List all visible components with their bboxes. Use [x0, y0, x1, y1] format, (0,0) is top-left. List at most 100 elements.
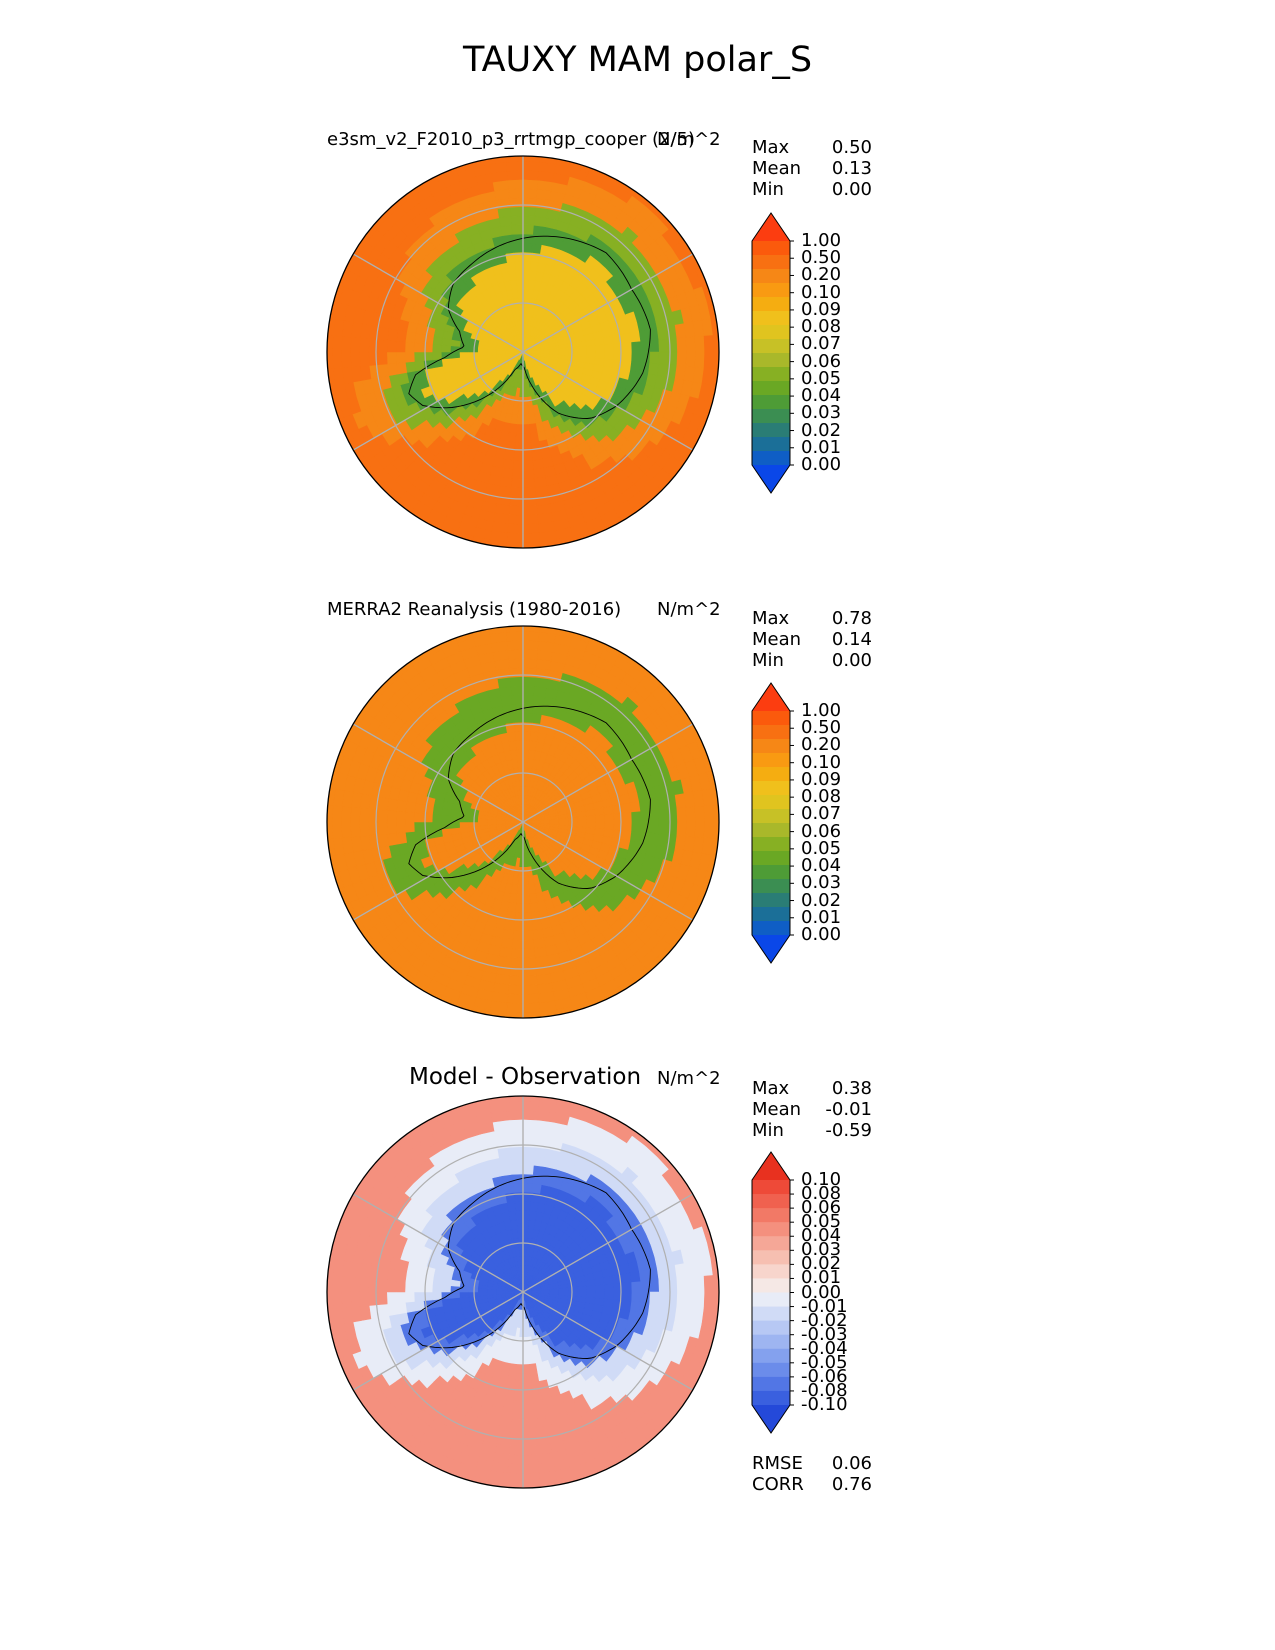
panel-2-colorbar	[751, 682, 794, 964]
field-cell	[327, 316, 336, 336]
field-cell	[331, 1275, 343, 1293]
field-cell	[327, 1274, 334, 1293]
field-cell	[638, 1269, 651, 1283]
colorbar-tick-label: 0.10	[801, 1169, 842, 1190]
panel-2-min-value: 0.00	[831, 650, 872, 671]
colorbar-tick-label: 1.00	[801, 230, 842, 251]
field-cell	[404, 1271, 416, 1283]
colorbar-tick-label: -0.03	[801, 1323, 848, 1345]
colorbar-segment	[752, 739, 790, 754]
colorbar-tick-label: 0.01	[801, 906, 842, 928]
field-cell	[522, 1463, 540, 1475]
field-cell	[377, 1278, 388, 1293]
field-cell	[459, 1291, 470, 1298]
panel-3-rmse-label: RMSE	[752, 1453, 803, 1474]
field-cell	[694, 1291, 706, 1309]
field-cell	[703, 805, 715, 823]
field-cell	[703, 821, 715, 839]
field-cell	[340, 1291, 352, 1309]
field-cell	[487, 1479, 507, 1488]
meridian-line	[352, 1193, 524, 1293]
colorbar-tick-label: -0.10	[801, 1394, 848, 1415]
field-cell	[522, 469, 535, 480]
field-cell	[631, 1291, 642, 1303]
colorbar-segment	[752, 1180, 790, 1195]
colorbar-tick-label: 0.50	[801, 247, 842, 269]
panel-1-min-value: 0.00	[831, 179, 872, 200]
colorbar-tick-label: 0.09	[801, 298, 842, 320]
field-cell	[441, 827, 452, 837]
field-cell	[621, 1272, 632, 1284]
colorbar-extend-min	[752, 935, 790, 963]
field-cell	[522, 1002, 540, 1014]
field-cell	[594, 1277, 605, 1287]
panel-1-min-label: Min	[752, 179, 784, 200]
field-cell	[522, 415, 530, 426]
field-cell	[404, 1301, 416, 1313]
field-cell	[712, 1291, 719, 1310]
field-cell	[450, 1297, 461, 1305]
field-cell	[522, 1454, 539, 1466]
field-cell	[630, 1301, 642, 1313]
field-cell	[522, 233, 534, 244]
field-cell	[508, 188, 524, 199]
field-cell	[649, 351, 660, 365]
field-cell	[532, 1164, 546, 1177]
meridian-line	[522, 821, 694, 921]
colorbar-segment	[752, 283, 790, 298]
field-cell	[522, 1146, 537, 1157]
colorbar-tick-label: 0.20	[801, 264, 842, 286]
field-cell	[622, 1282, 633, 1293]
field-cell	[603, 1275, 614, 1286]
field-cell	[522, 405, 529, 416]
field-cell	[522, 514, 539, 526]
panel-2-max-label: Max	[752, 608, 790, 629]
colorbar-segment	[752, 711, 790, 726]
field-cell	[595, 1284, 606, 1293]
field-cell	[712, 821, 719, 840]
map-boundary	[326, 155, 720, 549]
field-cell	[522, 160, 540, 172]
colorbar-tick-label: 0.04	[801, 385, 842, 407]
field-cell	[522, 658, 538, 669]
field-cell	[631, 351, 642, 363]
field-cell	[468, 351, 479, 358]
field-cell	[512, 460, 524, 471]
colorbar-segment	[752, 451, 790, 466]
colorbar-segment	[752, 753, 790, 768]
colorbar-tick-label: 0.10	[801, 281, 842, 303]
field-cell	[685, 351, 697, 368]
field-cell	[395, 1280, 406, 1293]
field-cell	[377, 351, 388, 366]
field-cell	[567, 346, 578, 353]
field-cell	[604, 1291, 615, 1301]
field-cell	[340, 805, 352, 823]
panel-3-max-label: Max	[752, 1078, 790, 1099]
field-cell	[522, 885, 530, 896]
colorbar-segment	[752, 823, 790, 838]
field-cell	[522, 739, 531, 750]
field-cell	[386, 351, 397, 365]
colorbar-tick-label: 0.08	[801, 1183, 842, 1205]
field-cell	[514, 903, 524, 914]
field-cell	[487, 1009, 507, 1018]
field-cell	[604, 1283, 615, 1293]
figure-title: TAUXY MAM polar_S	[462, 40, 813, 80]
field-cell	[477, 351, 488, 357]
field-cell	[508, 975, 524, 986]
panel-3-max-value: 0.38	[831, 1078, 872, 1099]
field-cell	[450, 827, 461, 835]
field-cell	[603, 805, 614, 816]
meridian-line	[522, 351, 694, 451]
field-cell	[510, 1155, 524, 1166]
field-cell	[377, 808, 388, 823]
field-cell	[712, 351, 719, 370]
field-cell	[508, 658, 524, 669]
field-cell	[685, 806, 697, 823]
field-cell	[586, 815, 597, 823]
field-cell	[567, 816, 578, 823]
field-cell	[622, 342, 633, 353]
field-cell	[509, 676, 524, 687]
field-cell	[522, 478, 536, 489]
panel-1-mean-label: Mean	[752, 158, 802, 179]
